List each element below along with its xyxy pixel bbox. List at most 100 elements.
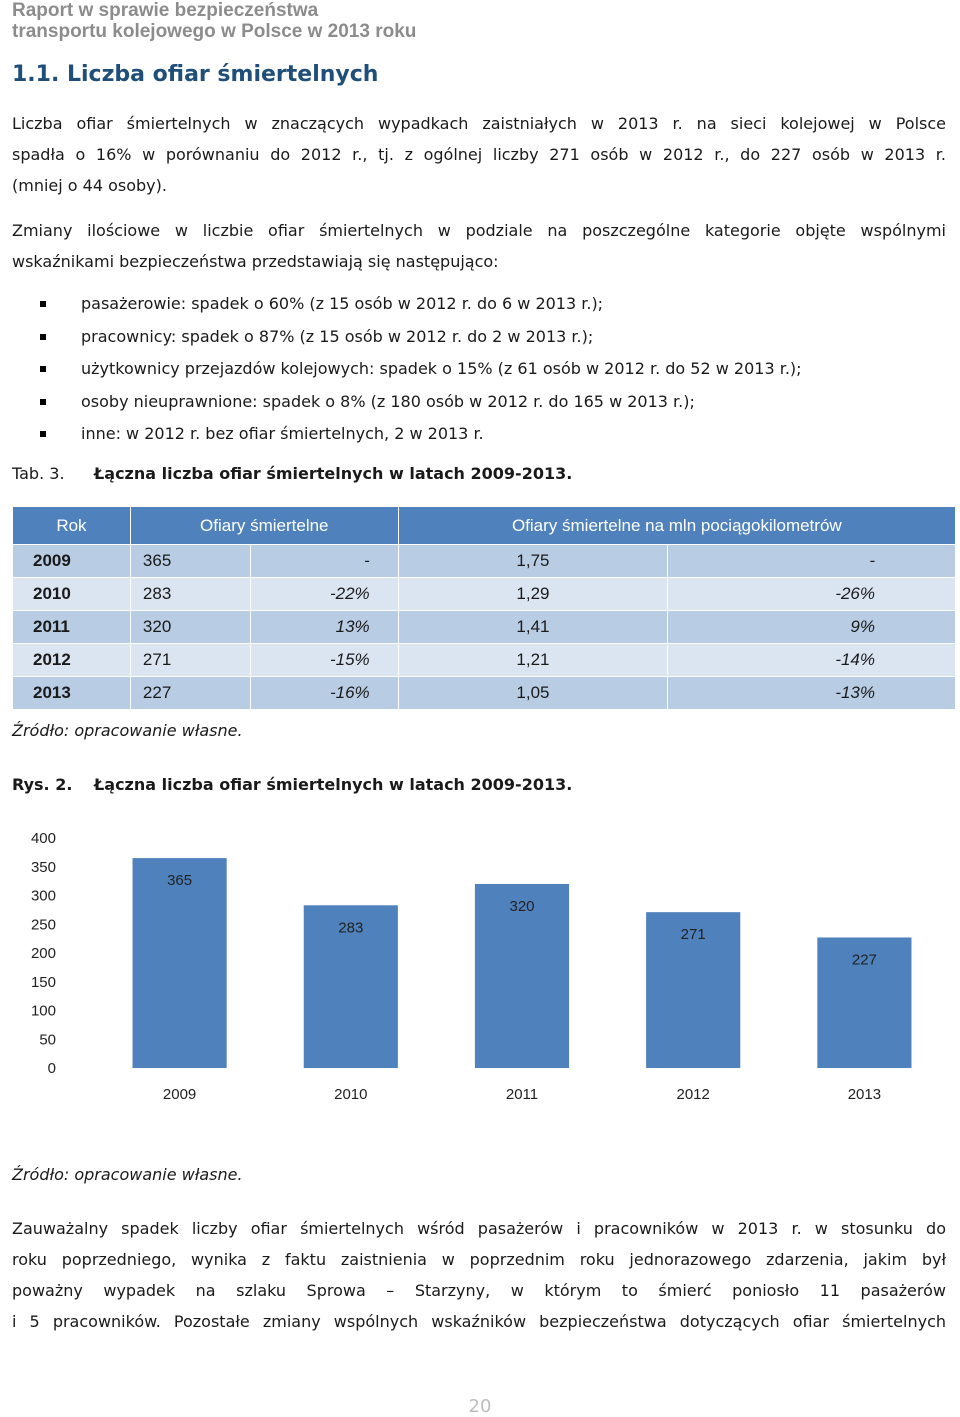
paragraph-1-line: spadła o 16% w porównaniu do 2012 r., tj… [12,145,946,164]
fatalities-table: Rok Ofiary śmiertelne Ofiary śmiertelne … [12,506,957,710]
cell-year: 2012 [12,643,131,677]
x-tick-label: 2012 [677,1086,710,1103]
paragraph-2-line: Zmiany ilościowe w liczbie ofiar śmierte… [12,221,946,240]
fatalities-bar-chart: 0 50 100 150 200 250 300 350 400 365 283 320 271 227… [31,830,912,1103]
running-header: Raport w sprawie bezpieczeństwa transpor… [12,0,416,42]
cell-year: 2009 [12,544,131,578]
y-tick-label: 100 [31,1003,56,1020]
bar-2011 [474,884,570,1068]
cell-year: 2011 [12,610,131,644]
page-number: 20 [468,1396,492,1417]
square-bullet-icon [40,431,46,437]
table-row: 2009 365 - 1,75 - [12,544,956,578]
bullet-item: osoby nieuprawnione: spadek o 8% (z 180 … [40,386,802,419]
table-caption-title: Łączna liczba ofiar śmiertelnych w latac… [94,464,573,483]
table-caption: Tab. 3. Łączna liczba ofiar śmiertelnych … [12,464,572,483]
paragraph-3-line: i 5 pracowników. Pozostałe zmiany wspóln… [12,1312,946,1331]
cell-rate-change: 9% [667,610,956,644]
cell-fatalities: 271 [129,643,251,677]
header-fatalities: Ofiary śmiertelne [129,506,399,545]
table-row: 2012 271 -15% 1,21 -14% [12,643,956,677]
cell-fatalities: 283 [129,577,251,611]
data-label: 365 [167,872,192,889]
table-header-row: Rok Ofiary śmiertelne Ofiary śmiertelne … [12,506,957,545]
bullet-text: użytkownicy przejazdów kolejowych: spade… [81,359,802,378]
section-title: 1.1. Liczba ofiar śmiertelnych [12,62,379,87]
bullet-text: pracownicy: spadek o 87% (z 15 osób w 20… [81,326,594,346]
paragraph-3: Zauważalny spadek liczby ofiar śmierteln… [12,1213,946,1337]
square-bullet-icon [40,398,46,405]
paragraph-2: Zmiany ilościowe w liczbie ofiar śmierte… [12,215,946,277]
bullet-text: osoby nieuprawnione: spadek o 8% (z 180 … [81,391,695,411]
cell-fatalities-change: -16% [249,676,399,710]
figure-source-note: Źródło: opracowanie własne. [12,1165,243,1184]
data-label: 271 [681,926,706,943]
bullet-text: pasażerowie: spadek o 60% (z 15 osób w 2… [81,294,604,313]
paragraph-1-line: Liczba ofiar śmiertelnych w znaczących w… [12,114,946,133]
paragraph-3-line: roku poprzedniego, wynika z faktu zaistn… [12,1250,946,1269]
table-row: 2013 227 -16% 1,05 -13% [12,676,956,710]
category-bullet-list: pasażerowie: spadek o 60% (z 15 osób w 2… [40,288,802,451]
paragraph-3-line: poważny wypadek na szlaku Sprowa – Starz… [12,1281,946,1300]
cell-rate: 1,21 [397,643,669,677]
data-label: 320 [509,898,534,915]
cell-rate-change: -14% [667,643,956,677]
cell-year: 2010 [12,577,131,611]
bullet-item: użytkownicy przejazdów kolejowych: spade… [40,353,802,386]
y-tick-label: 150 [31,974,56,991]
cell-fatalities: 365 [129,544,251,578]
table-row: 2011 320 13% 1,41 9% [12,610,956,644]
y-tick-label: 400 [31,830,56,847]
cell-rate: 1,29 [397,577,669,611]
table-source-note: Źródło: opracowanie własne. [12,721,243,740]
bar-series: 365 283 320 271 227 [132,858,912,1068]
cell-rate-change: -13% [667,676,956,710]
y-tick-label: 0 [48,1060,56,1077]
bar-2009 [132,858,227,1068]
cell-rate: 1,41 [397,610,669,644]
cell-fatalities-change: -22% [249,577,399,611]
table-row: 2010 283 -22% 1,29 -26% [12,577,956,611]
x-tick-label: 2013 [848,1086,881,1103]
x-tick-label: 2009 [163,1086,196,1103]
cell-year: 2013 [12,676,131,710]
figure-caption: Rys. 2. Łączna liczba ofiar śmiertelnych … [12,775,572,794]
cell-rate: 1,05 [397,676,669,710]
table-caption-number: Tab. 3. [12,464,65,483]
header-year: Rok [12,506,131,545]
paragraph-1-line: (mniej o 44 osoby). [12,176,167,195]
x-tick-label: 2011 [506,1086,538,1103]
bullet-item: pasażerowie: spadek o 60% (z 15 osób w 2… [40,288,802,321]
paragraph-2-line: wskaźnikami bezpieczeństwa przedstawiają… [12,252,499,271]
data-label: 227 [852,951,877,968]
y-tick-label: 250 [31,916,56,933]
bar-2012 [646,912,741,1068]
bullet-item: inne: w 2012 r. bez ofiar śmiertelnych, … [40,418,802,451]
cell-fatalities-change: -15% [249,643,399,677]
cell-fatalities: 320 [129,610,251,644]
paragraph-1: Liczba ofiar śmiertelnych w znaczących w… [12,108,946,201]
y-tick-label: 50 [39,1031,56,1048]
cell-rate-change: -26% [667,577,956,611]
x-axis: 2009 2010 2011 2012 2013 [163,1086,881,1103]
cell-rate: 1,75 [397,544,669,578]
bar-2013 [817,937,912,1068]
bar-2010 [303,905,398,1068]
bullet-text: inne: w 2012 r. bez ofiar śmiertelnych, … [81,424,484,443]
running-header-line2: transportu kolejowego w Polsce w 2013 ro… [12,21,417,42]
cell-fatalities-change: - [249,544,399,578]
y-tick-label: 200 [31,945,56,962]
y-tick-label: 350 [31,859,56,876]
cell-fatalities-change: 13% [249,610,399,644]
cell-fatalities: 227 [129,676,251,710]
x-tick-label: 2010 [334,1086,367,1103]
y-axis: 0 50 100 150 200 250 300 350 400 [31,830,56,1077]
data-label: 283 [338,919,363,936]
y-tick-label: 300 [31,888,56,905]
square-bullet-icon [40,366,46,372]
bullet-item: pracownicy: spadek o 87% (z 15 osób w 20… [40,321,802,354]
header-fatalities-per-mln-train-km: Ofiary śmiertelne na mln pociągokilometr… [397,506,957,545]
figure-caption-title: Łączna liczba ofiar śmiertelnych w latac… [94,775,573,794]
square-bullet-icon [40,333,46,340]
running-header-line1: Raport w sprawie bezpieczeństwa [12,0,319,21]
